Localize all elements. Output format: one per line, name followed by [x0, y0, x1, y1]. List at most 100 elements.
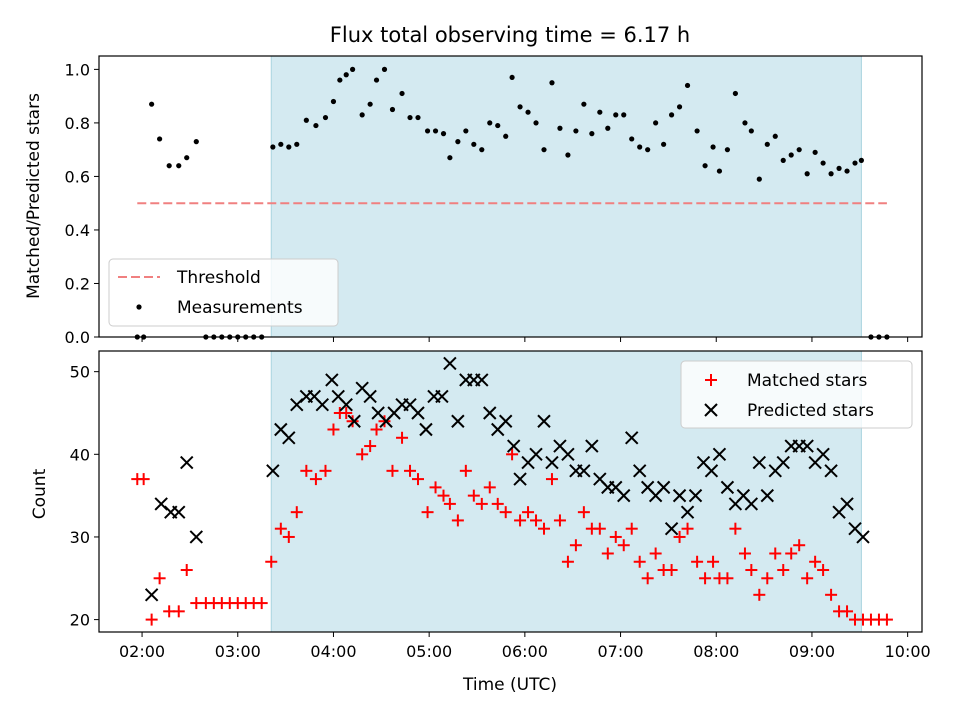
measurement-point [479, 147, 485, 153]
matched-star-point [421, 506, 434, 519]
matched-star-point [577, 506, 590, 519]
matched-star-point [561, 555, 574, 568]
matched-star-point [300, 464, 313, 477]
measurement-point [343, 72, 349, 78]
bottom-y-tick-label: 40 [70, 445, 90, 464]
matched-star-point [569, 539, 582, 552]
predicted-star-point [529, 447, 543, 462]
x-tick-label: 08:00 [693, 642, 739, 661]
top-y-tick-label: 1.0 [65, 60, 90, 79]
predicted-star-point [325, 373, 339, 387]
predicted-star-point [282, 431, 296, 445]
matched-star-point [691, 555, 704, 568]
predicted-star-point [443, 356, 457, 371]
measurement-point [645, 147, 651, 153]
measurement-point [621, 112, 627, 118]
measurement-point [330, 98, 337, 105]
matched-star-point [665, 564, 678, 577]
measurement-point [629, 136, 635, 142]
measurement-point [820, 160, 826, 166]
measurement-point [447, 155, 453, 161]
predicted-star-point [752, 455, 767, 470]
top-y-tick-label: 0.8 [65, 114, 90, 133]
matched-star-point [137, 473, 150, 486]
matched-star-point [437, 489, 450, 502]
measurement-point [349, 66, 356, 72]
predicted-star-point [499, 414, 513, 428]
predicted-star-point [506, 439, 521, 453]
matched-star-point [429, 481, 442, 494]
measurement-point [772, 133, 778, 139]
measurement-point [381, 66, 388, 72]
matched-star-point [491, 497, 504, 510]
measurement-point [613, 112, 619, 118]
matched-star-point [290, 506, 303, 519]
measurement-point [286, 144, 292, 150]
bottom-y-tick-label: 50 [70, 363, 90, 382]
measurement-point [780, 157, 786, 163]
matched-star-point [625, 522, 638, 535]
predicted-star-point [672, 488, 687, 503]
top-x-ticks [141, 337, 909, 342]
measurement-point [828, 171, 834, 177]
x-tick-label: 02:00 [119, 642, 165, 661]
matched-star-point [761, 572, 774, 585]
bottom-marks [131, 356, 893, 626]
measurement-point [764, 141, 770, 147]
measurement-point [525, 109, 531, 115]
measurement-point [541, 147, 547, 153]
predicted-star-point [625, 431, 639, 445]
measurement-point [756, 176, 762, 182]
measurement-point [694, 128, 700, 134]
predicted-star-point [172, 505, 186, 519]
measurement-point [193, 139, 199, 145]
matched-star-point [729, 522, 742, 535]
measurement-point [589, 131, 595, 137]
predicted-legend-swatch [704, 403, 718, 417]
measurement-point [676, 104, 683, 110]
top-y-axis-label: Matched/Predicted stars [24, 93, 44, 299]
predicted-star-point [664, 521, 679, 536]
measurement-point [278, 141, 284, 147]
matched-star-point [451, 514, 464, 527]
measurement-point [389, 106, 396, 113]
measurement-point [367, 101, 373, 107]
bottom-y-tick-label: 20 [70, 611, 90, 630]
matched-star-point [593, 522, 606, 535]
predicted-star-point [577, 464, 591, 478]
measurement-point [724, 147, 731, 153]
matched-legend-label: Matched stars [747, 371, 867, 391]
matched-star-point [378, 415, 391, 428]
predicted-star-point [632, 464, 647, 478]
matched-star-point [475, 497, 488, 510]
bottom-legend: Matched stars Predicted stars [680, 360, 913, 429]
measurement-point [668, 112, 675, 118]
measurement-point [503, 133, 509, 139]
top-y-tick-label: 0.0 [65, 328, 90, 347]
top-legend-box [108, 258, 339, 327]
measurement-point [812, 149, 818, 155]
measurement-point [149, 101, 155, 107]
measurement-point [373, 77, 380, 83]
matched-star-point [364, 440, 377, 453]
matched-star-point [506, 448, 519, 461]
predicted-star-point [720, 480, 735, 495]
matched-star-point [738, 547, 751, 560]
matched-star-point [483, 481, 496, 494]
measurement-point [440, 131, 447, 137]
measurement-point [322, 114, 329, 121]
matched-star-point [841, 605, 854, 618]
matched-star-point [553, 514, 566, 527]
matched-star-point [370, 423, 383, 436]
predicted-star-point [760, 488, 774, 503]
measurement-point [684, 82, 691, 89]
matched-star-point [172, 605, 185, 618]
measurement-point [432, 128, 439, 134]
measurement-point [471, 141, 477, 147]
predicted-star-point [435, 389, 449, 404]
predicted-star-point [776, 455, 790, 470]
matched-star-point [649, 547, 662, 560]
measurement-point [858, 157, 864, 163]
measurement-point [495, 122, 501, 129]
measurement-point [294, 141, 300, 147]
